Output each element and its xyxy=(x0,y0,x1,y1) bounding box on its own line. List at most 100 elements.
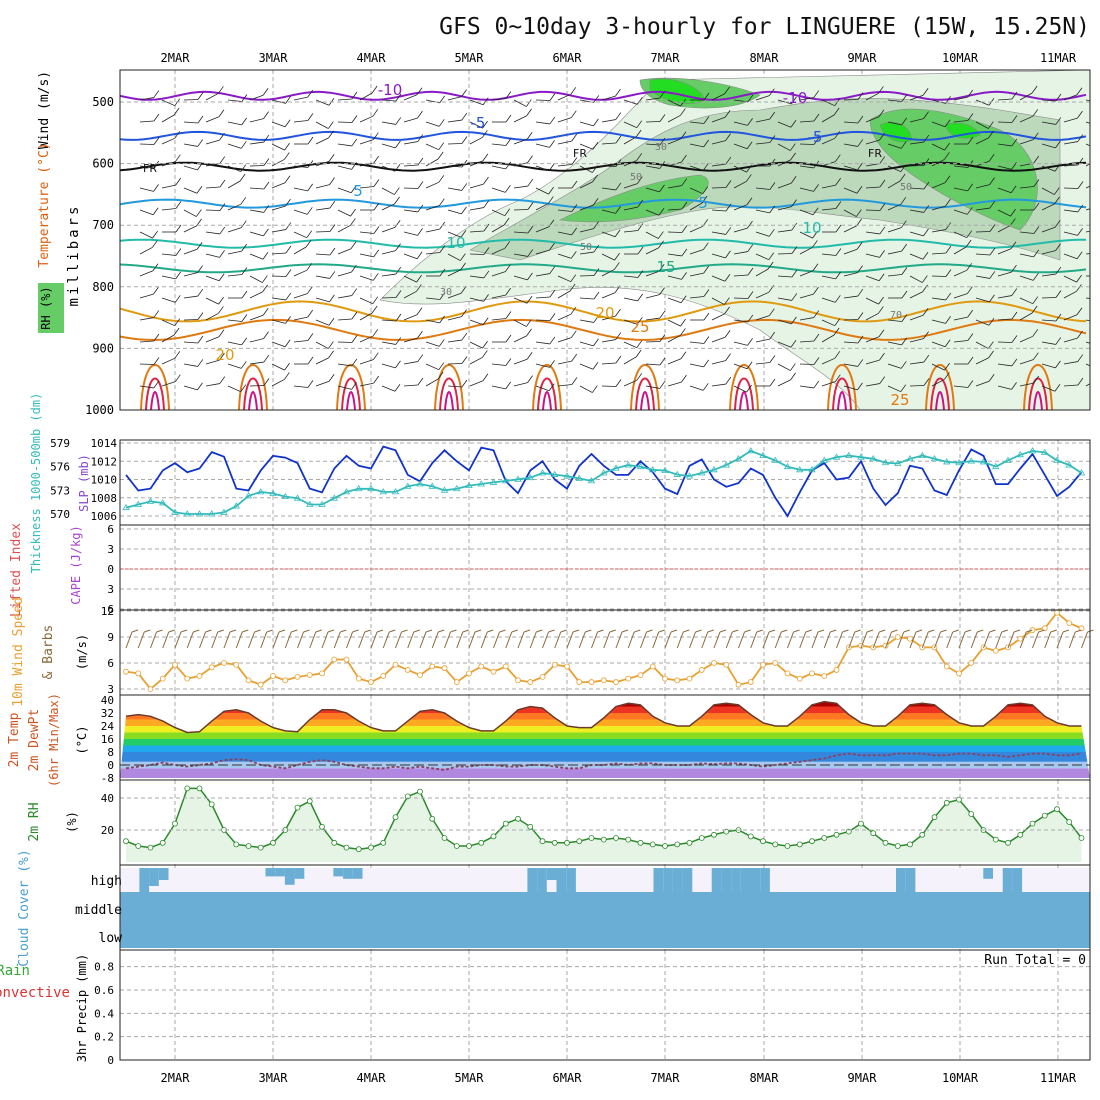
wind-barb xyxy=(425,143,439,151)
wind-speed-line-point xyxy=(784,670,791,677)
wind-barb xyxy=(249,275,263,283)
wind-barb-flag xyxy=(504,208,511,216)
wind-barb xyxy=(425,363,439,371)
wind-barb-flag xyxy=(263,181,270,190)
wind-barb-flag xyxy=(196,209,202,217)
wind-barb xyxy=(381,273,396,277)
rh2m-point xyxy=(943,799,950,806)
wind-barb-flag xyxy=(284,339,291,348)
thickness-line-point xyxy=(808,466,816,473)
wind-barb-flag xyxy=(548,186,554,195)
wind-barb-flag xyxy=(791,316,797,325)
wind-barb-flag xyxy=(329,247,336,256)
wind-barb xyxy=(227,143,242,149)
wind-barb-flag xyxy=(747,267,754,276)
wind-barb xyxy=(183,363,198,367)
temp-line xyxy=(125,700,1082,734)
wind-barb-flag xyxy=(791,199,797,207)
thickness-line-point xyxy=(465,481,473,488)
tick-label-top: 3MAR xyxy=(259,51,289,65)
wind-barb-flag xyxy=(284,175,291,183)
wind-barb xyxy=(909,141,924,145)
wind-barb-flag xyxy=(967,380,974,388)
wind-speed-line-point xyxy=(282,677,289,684)
thickness-line-point xyxy=(220,508,228,515)
rh2m-point xyxy=(821,835,828,841)
wind-barb-flag xyxy=(395,117,402,125)
thickness-line-point xyxy=(208,510,216,517)
wind-barb-flag xyxy=(834,351,841,359)
wind-barb-flag xyxy=(812,207,819,216)
tick-label-top: 7MAR xyxy=(651,51,681,65)
surface-heat-contour xyxy=(930,377,950,410)
wind-barb-flag xyxy=(284,362,290,371)
wind-barb xyxy=(777,229,792,233)
wind-speed-line-point xyxy=(368,679,374,685)
wind-barb xyxy=(755,209,770,214)
wind-barb-flag xyxy=(988,341,994,349)
rh2m-point xyxy=(515,815,521,822)
wind-barb-10m-flag xyxy=(609,629,616,633)
wind-speed-line-point xyxy=(539,673,546,680)
wind-barb xyxy=(1085,363,1090,367)
wind-barb-flag xyxy=(570,87,577,95)
wind-barb-flag xyxy=(659,161,666,169)
wind-barb xyxy=(689,385,704,391)
surface-heat-contour xyxy=(635,377,655,410)
wind-barb-flag xyxy=(438,175,445,183)
wind-barb xyxy=(755,315,770,321)
wind-barb xyxy=(249,338,264,343)
wind-barb xyxy=(579,165,593,173)
wind-barb xyxy=(139,247,153,255)
wind-barb xyxy=(887,385,901,393)
wind-barb-10m xyxy=(836,631,843,649)
wind-barb-flag xyxy=(285,198,291,207)
rh2m-point xyxy=(747,833,754,840)
wind-barb xyxy=(821,137,835,145)
thickness-line-point xyxy=(673,470,681,477)
wind-barb xyxy=(975,357,989,365)
wind-barb xyxy=(1019,139,1034,145)
wind-barb-flag xyxy=(438,119,445,127)
wind-barb-flag xyxy=(460,285,467,294)
wind-barb xyxy=(667,138,682,145)
wind-barb xyxy=(139,187,154,192)
thickness-line-point xyxy=(502,477,510,484)
wind-barb-flag xyxy=(879,352,885,361)
wind-barb-flag xyxy=(703,265,710,274)
cloud-bar-high xyxy=(139,868,150,892)
wind-barb xyxy=(1063,314,1078,321)
wind-barb xyxy=(887,99,902,102)
wind-speed-line-point xyxy=(564,663,570,670)
wind-barb xyxy=(183,165,198,171)
wind-barb-10m-flag xyxy=(891,629,898,633)
wind-barb-flag xyxy=(813,184,819,192)
wind-barb xyxy=(623,99,638,105)
thickness-line-point xyxy=(710,466,718,473)
wind-barb xyxy=(909,209,924,213)
wind-barb-flag xyxy=(505,311,512,319)
wind-barb-flag xyxy=(857,265,863,273)
wind-barb xyxy=(601,142,616,145)
wind-barb-flag xyxy=(527,178,534,187)
wind-speed-line-point xyxy=(490,668,497,675)
cloud-bar-high xyxy=(158,868,169,880)
wind-barb-flag xyxy=(615,135,622,144)
wind-barb-flag xyxy=(1077,204,1084,213)
wind-legend-barbs: & Barbs xyxy=(41,625,56,680)
cloud-bar-high xyxy=(750,868,761,892)
wind-barb xyxy=(535,273,550,277)
wind-barb-flag xyxy=(175,201,182,209)
tick-label-top: 5MAR xyxy=(455,51,485,65)
wind-barb xyxy=(821,275,836,280)
rh2m-point xyxy=(478,839,485,846)
wind-barb-flag xyxy=(219,179,226,188)
wind-barb-flag xyxy=(416,274,422,283)
tick-label-precip: 0.4 xyxy=(94,1007,114,1020)
wind-barb xyxy=(469,319,484,326)
wind-barb xyxy=(227,99,242,102)
wind-barb-flag xyxy=(659,334,666,342)
wind-barb-flag xyxy=(395,360,401,369)
wind-barb-10m xyxy=(909,631,917,649)
wind-barb xyxy=(799,165,814,169)
